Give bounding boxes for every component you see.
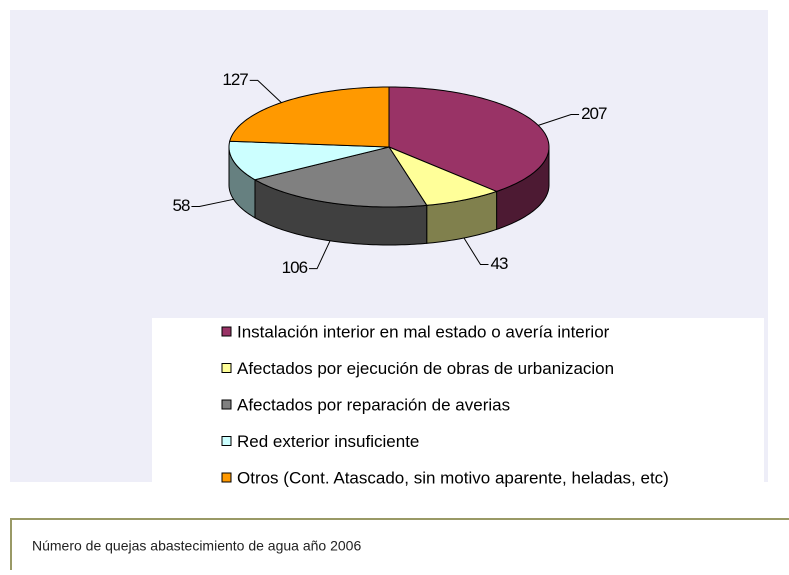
legend-label: Instalación interior en mal estado o ave… [237,322,610,341]
legend-label: Afectados por reparación de averias [237,395,510,414]
legend-label: Otros (Cont. Atascado, sin motivo aparen… [237,468,669,487]
data-label: 58 [173,196,190,215]
data-label: 127 [222,70,248,89]
legend-swatch [221,436,232,446]
legend-swatch [221,363,232,373]
leader-line [191,198,234,207]
leader-line [463,237,489,266]
slice [228,140,390,181]
legend-swatch [221,472,232,483]
legend-label: Afectados por ejecución de obras de urba… [237,359,614,378]
legend-swatch [221,326,232,337]
leader-line [249,79,282,103]
legend-label: Red exterior insuficiente [237,432,419,451]
caption: Número de quejas abastecimiento de agua … [32,538,361,554]
leader-line [538,114,580,126]
legend-swatch [221,399,232,410]
slice [388,86,550,192]
leader-line [309,240,331,270]
data-label: 43 [490,254,507,273]
slice [387,145,499,206]
slice [253,146,428,208]
legend-box [152,318,764,490]
data-label: 106 [282,258,308,277]
data-label: 207 [581,104,607,123]
